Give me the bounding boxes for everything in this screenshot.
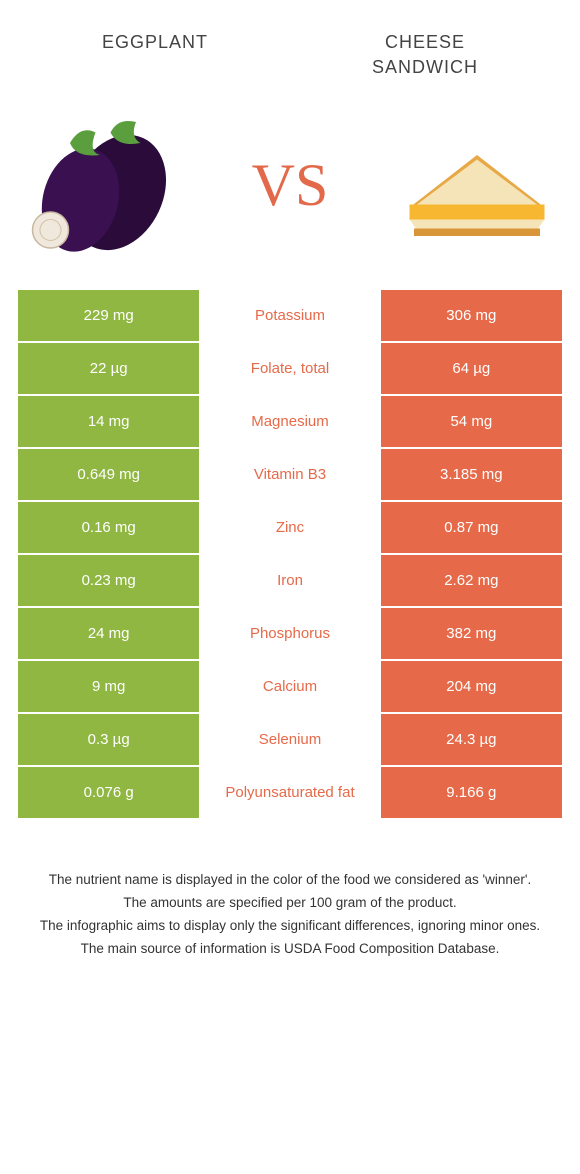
nutrient-label: Polyunsaturated fat <box>199 767 380 818</box>
nutrient-row: 22 µgFolate, total64 µg <box>18 343 562 394</box>
footer-line: The amounts are specified per 100 gram o… <box>30 893 550 914</box>
left-value: 22 µg <box>18 343 199 394</box>
right-value: 54 mg <box>381 396 562 447</box>
nutrient-row: 0.3 µgSelenium24.3 µg <box>18 714 562 765</box>
right-value: 9.166 g <box>381 767 562 818</box>
vs-label: VS <box>252 151 329 220</box>
nutrient-row: 9 mgCalcium204 mg <box>18 661 562 712</box>
left-value: 0.3 µg <box>18 714 199 765</box>
right-value: 0.87 mg <box>381 502 562 553</box>
footer-line: The nutrient name is displayed in the co… <box>30 870 550 891</box>
nutrient-label: Magnesium <box>199 396 380 447</box>
title-right-line2: Sandwich <box>372 57 478 77</box>
right-value: 24.3 µg <box>381 714 562 765</box>
hero: VS <box>0 90 580 290</box>
nutrient-row: 0.076 gPolyunsaturated fat9.166 g <box>18 767 562 818</box>
left-value: 0.16 mg <box>18 502 199 553</box>
nutrient-row: 14 mgMagnesium54 mg <box>18 396 562 447</box>
footer-line: The main source of information is USDA F… <box>30 939 550 960</box>
title-left: Eggplant <box>20 30 290 80</box>
left-value: 0.23 mg <box>18 555 199 606</box>
left-value: 9 mg <box>18 661 199 712</box>
nutrient-row: 0.649 mgVitamin B33.185 mg <box>18 449 562 500</box>
title-right: Cheese Sandwich <box>290 30 560 80</box>
nutrient-label: Selenium <box>199 714 380 765</box>
right-value: 382 mg <box>381 608 562 659</box>
footer-notes: The nutrient name is displayed in the co… <box>0 820 580 960</box>
nutrient-row: 24 mgPhosphorus382 mg <box>18 608 562 659</box>
nutrient-row: 0.16 mgZinc0.87 mg <box>18 502 562 553</box>
right-value: 64 µg <box>381 343 562 394</box>
left-value: 0.649 mg <box>18 449 199 500</box>
nutrient-label: Vitamin B3 <box>199 449 380 500</box>
right-value: 306 mg <box>381 290 562 341</box>
nutrient-label: Phosphorus <box>199 608 380 659</box>
left-value: 14 mg <box>18 396 199 447</box>
nutrient-label: Potassium <box>199 290 380 341</box>
nutrient-row: 229 mgPotassium306 mg <box>18 290 562 341</box>
nutrient-label: Zinc <box>199 502 380 553</box>
left-value: 229 mg <box>18 290 199 341</box>
nutrient-label: Iron <box>199 555 380 606</box>
right-value: 2.62 mg <box>381 555 562 606</box>
right-value: 204 mg <box>381 661 562 712</box>
nutrient-table: 229 mgPotassium306 mg22 µgFolate, total6… <box>0 290 580 818</box>
left-value: 0.076 g <box>18 767 199 818</box>
sandwich-image <box>402 110 552 260</box>
left-value: 24 mg <box>18 608 199 659</box>
header: Eggplant Cheese Sandwich <box>0 0 580 90</box>
right-value: 3.185 mg <box>381 449 562 500</box>
nutrient-row: 0.23 mgIron2.62 mg <box>18 555 562 606</box>
footer-line: The infographic aims to display only the… <box>30 916 550 937</box>
eggplant-image <box>28 110 178 260</box>
nutrient-label: Calcium <box>199 661 380 712</box>
title-right-line1: Cheese <box>385 32 465 52</box>
nutrient-label: Folate, total <box>199 343 380 394</box>
